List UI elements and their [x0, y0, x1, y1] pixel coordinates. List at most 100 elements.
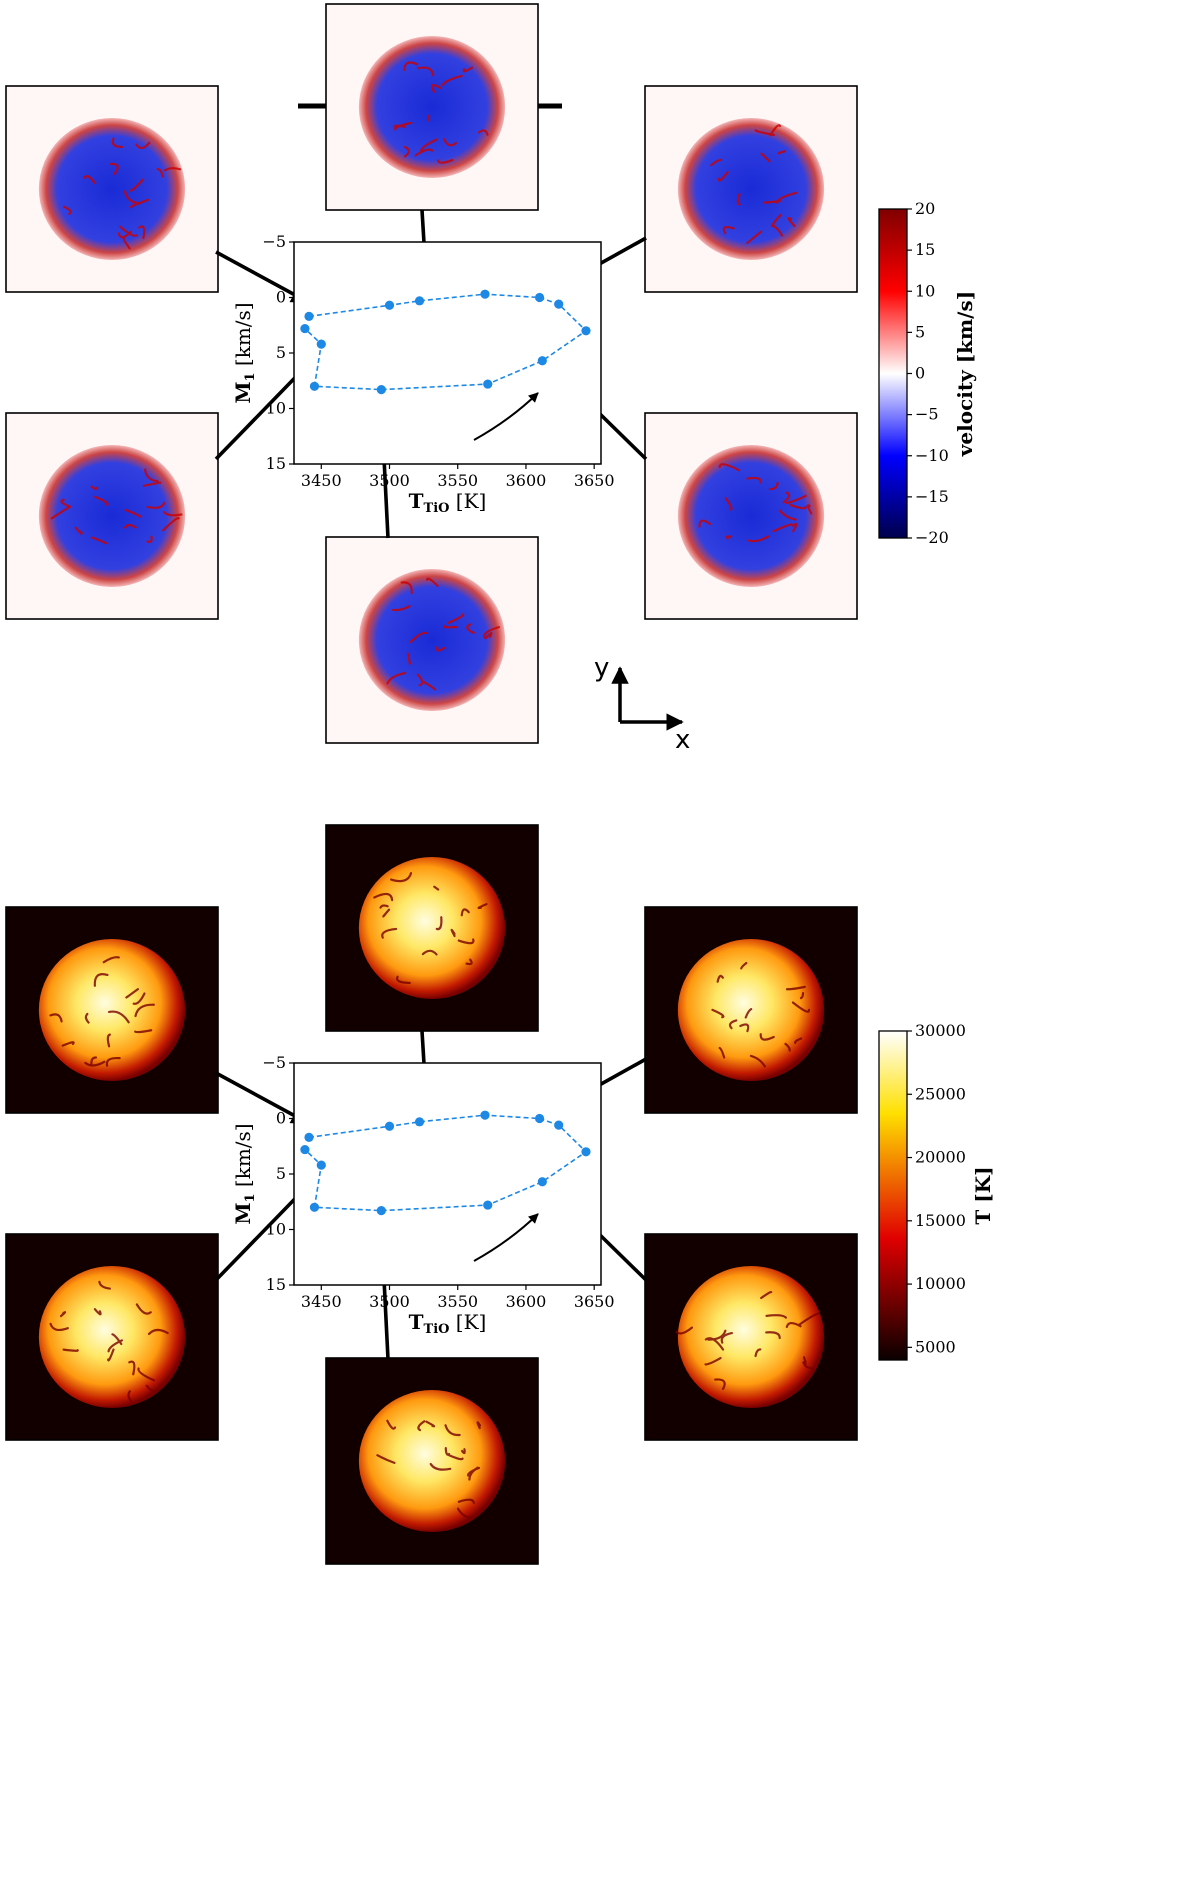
x-tick-label: 3500 [369, 1292, 410, 1311]
velocity-data-point [414, 296, 425, 306]
velocity-snapshot-top [298, 3, 562, 211]
x-tick-label: 3450 [301, 471, 342, 490]
velocity-granulation [50, 468, 183, 545]
x-tick-label: 3550 [437, 471, 478, 490]
colorbar-tick-label: −15 [915, 487, 949, 506]
temperature-granulation [376, 1419, 482, 1519]
colorbar-tick-label: −20 [915, 528, 949, 547]
colorbar-tick-label: 20000 [915, 1148, 966, 1167]
colorbar-tick-label: 15000 [915, 1211, 966, 1230]
y-tick-label: 15 [266, 1275, 286, 1294]
velocity-data-point [483, 379, 493, 389]
temperature-colorbar-gradient [878, 1030, 908, 1361]
colorbar-tick-label: 0 [915, 364, 925, 383]
colorbar-tick-label: 30000 [915, 1021, 966, 1040]
temperature-data-point [535, 1113, 545, 1124]
x-tick-label: 3650 [574, 471, 615, 490]
velocity-data-point [535, 292, 545, 303]
colorbar-tick-label: 5000 [915, 1337, 956, 1356]
temperature-data-point [376, 1206, 386, 1216]
velocity-star-disk [38, 118, 186, 260]
colorbar-tick-label: 5 [915, 322, 925, 341]
temperature-cycle-direction-arrow [473, 1213, 539, 1262]
velocity-star-disk [38, 445, 186, 587]
velocity-data-point [304, 311, 314, 321]
temperature-granulation [675, 1290, 820, 1390]
temperature-data-point [537, 1177, 547, 1187]
temperature-colorbar: 30000 25000 20000 15000 10000 5000 T [K] [878, 1021, 995, 1361]
temperature-snapshot-upper-right [644, 906, 858, 1114]
y-tick-label: −5 [262, 232, 286, 251]
velocity-snapshot-lower-left [5, 412, 219, 620]
temperature-colorbar-label: T [K] [971, 1166, 995, 1224]
colorbar-tick-label: 10000 [915, 1274, 966, 1293]
colorbar-tick-label: 15 [915, 240, 935, 259]
velocity-data-point [376, 385, 386, 395]
temperature-snapshot-bottom [325, 1357, 539, 1565]
velocity-snapshot-lower-right [644, 412, 858, 620]
temperature-snapshot-top [325, 824, 539, 1032]
colorbar-tick-label: −5 [915, 405, 939, 424]
x-direction-label: x [675, 725, 690, 755]
velocity-star-disk [677, 118, 825, 260]
velocity-data-point [480, 289, 490, 299]
velocity-plot-frame [293, 241, 602, 465]
velocity-colorbar-gradient [878, 208, 908, 539]
temperature-snapshot-lower-left [5, 1233, 219, 1441]
temperature-star-disk [38, 1266, 186, 1408]
temperature-data-point [309, 1202, 320, 1212]
velocity-star-disk [358, 569, 506, 711]
temperature-data-point [384, 1121, 395, 1131]
x-tick-label: 3600 [506, 471, 547, 490]
velocity-colorbar-label: velocity [km/s] [953, 291, 977, 457]
temperature-star-disk [358, 1390, 506, 1532]
velocity-data-point [581, 326, 591, 336]
y-tick-label: 10 [266, 399, 286, 418]
velocity-data-point [300, 323, 310, 334]
temperature-data-point [300, 1144, 310, 1155]
velocity-snapshot-upper-right [644, 85, 858, 293]
x-tick-label: 3450 [301, 1292, 342, 1311]
velocity-data-point [537, 356, 547, 366]
velocity-data-point [309, 381, 320, 391]
velocity-granulation [698, 463, 813, 543]
y-tick-label: 10 [266, 1220, 286, 1239]
velocity-cycle-direction-arrow [473, 392, 539, 441]
y-tick-label: 0 [276, 288, 286, 307]
temperature-granulation [49, 1280, 169, 1404]
y-axis-label: M1 [km/s] [231, 302, 258, 403]
temperature-data-point [304, 1132, 314, 1142]
colorbar-tick-label: −10 [915, 446, 949, 465]
orientation-axes: yx [594, 653, 690, 755]
velocity-star-disk [358, 36, 506, 178]
temperature-pointer-arrow [215, 1071, 310, 1125]
y-axis-label: M1 [km/s] [231, 1123, 258, 1224]
x-tick-label: 3600 [506, 1292, 547, 1311]
temperature-snapshot-upper-left [5, 906, 219, 1114]
velocity-data-point [316, 339, 326, 349]
temperature-data-point [480, 1110, 490, 1120]
temperature-star-disk [358, 857, 506, 999]
y-tick-label: 0 [276, 1109, 286, 1128]
temperature-data-point [483, 1200, 493, 1210]
temperature-data-point [316, 1160, 326, 1170]
colorbar-tick-label: 10 [915, 281, 935, 300]
temperature-granulation [49, 956, 155, 1067]
y-direction-label: y [594, 653, 609, 683]
temperature-snapshot-lower-right [644, 1233, 858, 1441]
temperature-granulation [373, 872, 488, 985]
temperature-data-point [554, 1120, 564, 1130]
temperature-data-point [414, 1117, 425, 1127]
velocity-chart: 3450 3500 3550 3600 3650 −5 0 5 10 15 TTiO [K] M1 [… [231, 232, 615, 516]
velocity-pointer-arrow [215, 250, 310, 304]
velocity-snapshot-upper-left [5, 85, 219, 293]
velocity-data-point [554, 299, 564, 309]
velocity-snapshot-bottom [325, 536, 539, 744]
x-axis-label: TTiO [K] [409, 1310, 487, 1337]
velocity-granulation [62, 137, 182, 250]
velocity-granulation [386, 577, 501, 691]
temperature-star-disk [677, 1266, 825, 1408]
colorbar-tick-label: 25000 [915, 1084, 966, 1103]
temperature-star-disk [38, 939, 186, 1081]
